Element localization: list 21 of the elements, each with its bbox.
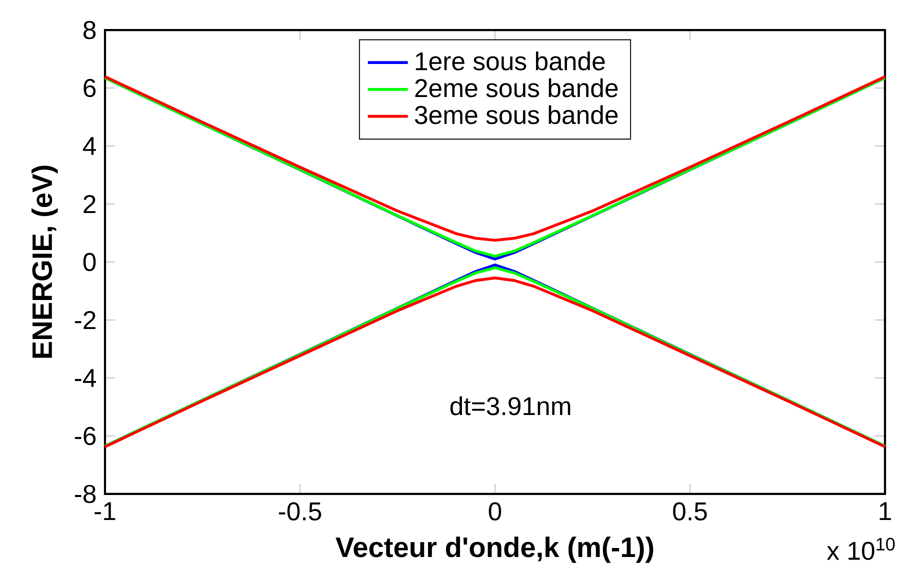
y-tick-label: -6	[74, 426, 96, 446]
y-tick-label: 6	[84, 78, 96, 98]
legend-label: 2eme sous bande	[415, 78, 618, 98]
y-tick-label: -8	[74, 484, 96, 504]
y-axis-title: ENERGIE, (eV)	[32, 166, 58, 358]
x-tick-label: -0.5	[278, 502, 322, 521]
y-tick-label: -2	[74, 311, 96, 329]
x-tick-label: 0.5	[673, 502, 707, 521]
x-tick-label: 0	[488, 502, 502, 521]
y-tick-label: 2	[84, 195, 96, 213]
text: x 10$^{10}$	[826, 538, 895, 560]
legend-label: 1ere sous bande	[416, 51, 605, 70]
x-tick-label: -1	[94, 502, 116, 520]
y-tick-label: 0	[83, 252, 96, 272]
legend-label: 3eme sous bande	[414, 105, 618, 124]
y-tick-label: 8	[83, 20, 96, 40]
x-tick-label: 1	[880, 502, 891, 520]
y-tick-label: -4	[74, 369, 96, 387]
annotation: dt=3.91nm	[450, 396, 570, 416]
y-tick-label: 4	[82, 137, 96, 155]
x-axis-title: Vecteur d'onde,k (m(-1))	[336, 536, 654, 563]
